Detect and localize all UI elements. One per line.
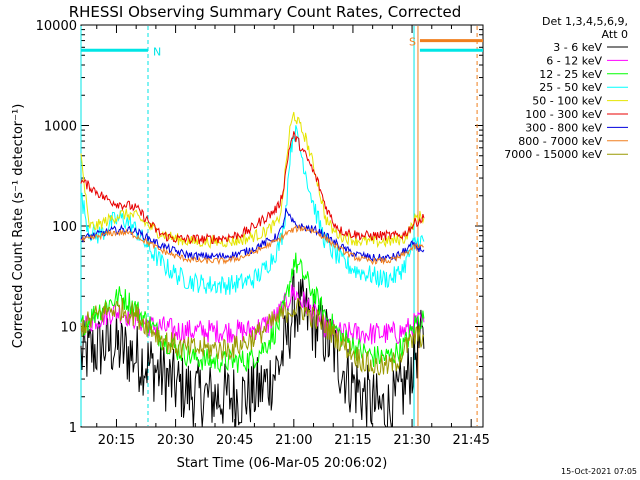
x-tick-label: 21:45: [452, 433, 489, 448]
legend-label: 25 - 50 keV: [539, 81, 602, 94]
x-tick-label: 20:30: [157, 433, 194, 448]
y-tick-label: 1: [69, 421, 77, 436]
legend-label: 7000 - 15000 keV: [504, 148, 602, 161]
series-line: [80, 284, 425, 345]
legend-label: 100 - 300 keV: [525, 108, 602, 121]
series-line: [80, 224, 424, 266]
legend-header: Det 1,3,4,5,6,9,: [542, 15, 628, 28]
legend-label: 50 - 100 keV: [532, 95, 602, 108]
series-line: [80, 131, 425, 245]
x-tick-label: 21:15: [334, 433, 371, 448]
series-line: [80, 269, 425, 428]
y-tick-label: 1000: [44, 120, 77, 135]
legend-label: 6 - 12 keV: [546, 54, 602, 67]
legend-label: 800 - 7000 keV: [518, 135, 602, 148]
footer-timestamp: 15-Oct-2021 07:05: [561, 467, 637, 476]
y-axis-label: Corrected Count Rate (s⁻¹ detector⁻¹): [11, 104, 26, 349]
legend-label: 300 - 800 keV: [525, 121, 602, 134]
marker-letter: S: [409, 36, 416, 49]
series-line: [80, 297, 425, 376]
chart-title: RHESSI Observing Summary Count Rates, Co…: [69, 3, 462, 21]
x-tick-label: 21:30: [393, 433, 430, 448]
y-tick-label: 100: [52, 220, 77, 235]
x-tick-labels: 20:15 20:30 20:45 21:00 21:15 21:30 21:45: [98, 433, 490, 448]
series-lines: [80, 111, 425, 428]
x-axis-label: Start Time (06-Mar-05 20:06:02): [177, 456, 388, 471]
x-tick-label: 20:15: [98, 433, 135, 448]
marker-letter: N: [153, 45, 161, 58]
x-tick-label: 20:45: [216, 433, 253, 448]
x-tick-label: 21:00: [275, 433, 312, 448]
axis-ticks: [81, 24, 483, 428]
y-tick-labels: 1 10 100 1000 10000: [36, 19, 77, 436]
y-tick-label: 10: [60, 321, 77, 336]
y-tick-label: 10000: [36, 19, 77, 34]
legend-header: Att 0: [602, 28, 628, 41]
bar-markers: NS: [81, 36, 483, 58]
series-line: [80, 111, 425, 249]
series-line: [80, 125, 425, 295]
legend-label: 12 - 25 keV: [539, 68, 602, 81]
legend-label: 3 - 6 keV: [553, 41, 602, 54]
